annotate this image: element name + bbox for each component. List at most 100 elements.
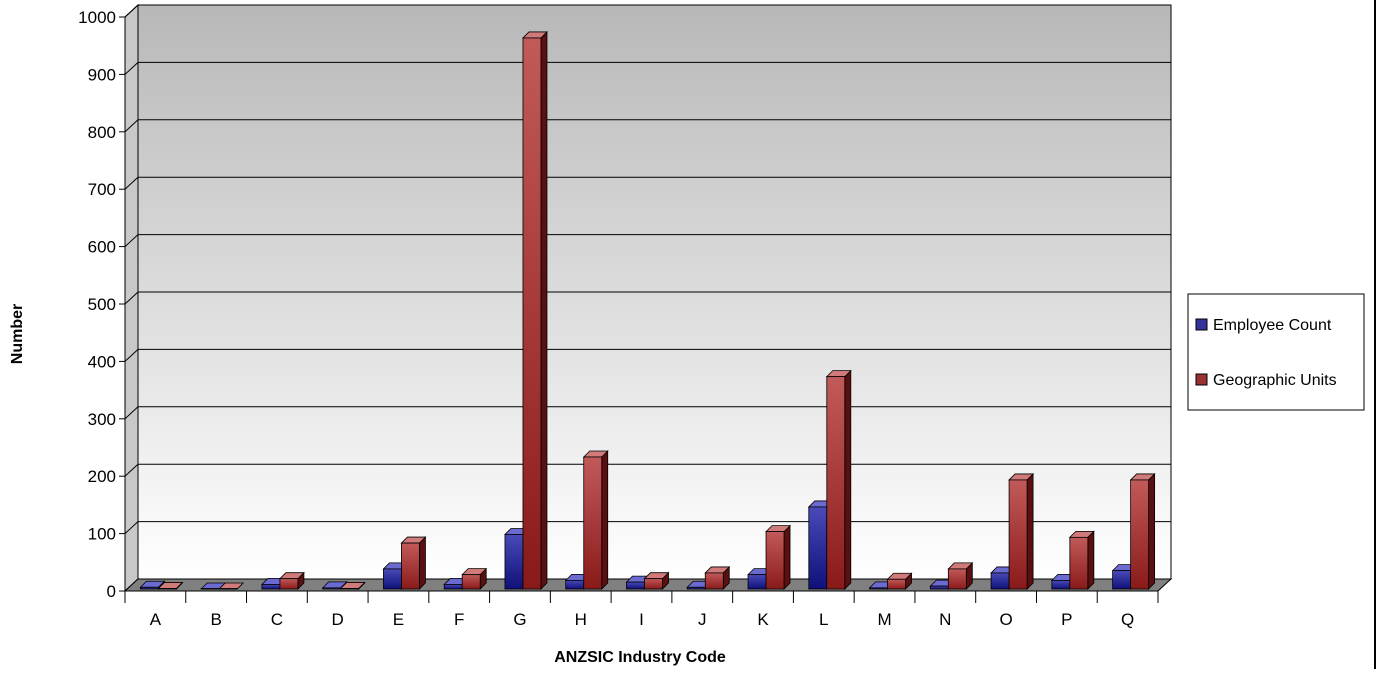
bar-geographic-units-A bbox=[157, 581, 184, 590]
bar-geographic-units-K bbox=[765, 524, 791, 590]
y-tick-label: 300 bbox=[88, 410, 116, 429]
bar-front bbox=[686, 586, 706, 590]
bar-geographic-units-N bbox=[947, 561, 974, 590]
bar-front bbox=[461, 574, 481, 590]
gridline-side bbox=[124, 521, 139, 534]
bar-front bbox=[887, 578, 906, 590]
y-axis-title: Number bbox=[9, 304, 26, 364]
bar-side bbox=[783, 524, 791, 590]
legend-item-geographic-units: Geographic Units bbox=[1195, 372, 1337, 389]
bar-front bbox=[261, 584, 281, 590]
bar-front bbox=[401, 542, 420, 590]
bar-front bbox=[929, 585, 949, 590]
bar-front bbox=[322, 587, 342, 590]
bar-geographic-units-C bbox=[278, 571, 305, 590]
bar-front bbox=[747, 574, 767, 590]
x-tick-label-E: E bbox=[393, 610, 404, 629]
bar-front bbox=[279, 578, 299, 590]
legend-swatch bbox=[1195, 373, 1208, 386]
legend-item-employee-count: Employee Count bbox=[1195, 317, 1332, 334]
x-tick-label-B: B bbox=[210, 610, 221, 629]
bar-geographic-units-B bbox=[218, 582, 245, 590]
x-tick-label-F: F bbox=[454, 610, 464, 629]
bar-front bbox=[1008, 479, 1028, 590]
bar-front bbox=[869, 587, 888, 590]
bar-front bbox=[383, 568, 402, 590]
bar-geographic-units-Q bbox=[1129, 472, 1156, 590]
x-tick-label-N: N bbox=[939, 610, 951, 629]
gridline-side bbox=[124, 62, 139, 75]
bar-front bbox=[340, 588, 360, 590]
bar-side bbox=[540, 30, 548, 590]
bar-side bbox=[1087, 530, 1095, 590]
x-tick-label-K: K bbox=[757, 610, 769, 629]
bar-side bbox=[419, 536, 426, 590]
bar-front bbox=[826, 376, 846, 590]
y-tick-label: 400 bbox=[88, 352, 116, 371]
x-tick-label-J: J bbox=[698, 610, 707, 629]
legend-label: Geographic Units bbox=[1213, 372, 1337, 389]
bar-front bbox=[947, 568, 967, 590]
bar-front bbox=[1051, 579, 1071, 590]
gridline-side bbox=[124, 234, 139, 247]
gridline-side bbox=[124, 176, 139, 190]
x-tick-label-H: H bbox=[575, 610, 587, 629]
bar-front bbox=[1130, 479, 1150, 590]
y-tick-label: 1000 bbox=[78, 8, 116, 27]
y-tick-label: 800 bbox=[88, 123, 116, 142]
x-tick-label-C: C bbox=[271, 610, 283, 629]
legend-box bbox=[1187, 293, 1365, 411]
y-tick-label: 200 bbox=[88, 467, 116, 486]
x-tick-label-I: I bbox=[639, 610, 644, 629]
bar-front bbox=[990, 572, 1010, 590]
bar-geographic-units-L bbox=[825, 369, 852, 590]
x-tick-label-M: M bbox=[877, 610, 891, 629]
bar-geographic-units-J bbox=[704, 565, 731, 590]
bar-front bbox=[644, 578, 663, 590]
x-tick-label-Q: Q bbox=[1121, 610, 1134, 629]
bar-side bbox=[1026, 472, 1034, 590]
gridline-side bbox=[124, 349, 139, 362]
x-tick-label-P: P bbox=[1061, 610, 1072, 629]
y-tick-label: 500 bbox=[88, 295, 116, 314]
bar-front bbox=[218, 588, 238, 590]
bar-front bbox=[808, 506, 828, 590]
x-axis-title: ANZSIC Industry Code bbox=[554, 649, 726, 666]
y-tick-label: 900 bbox=[88, 65, 116, 84]
bar-front bbox=[157, 588, 177, 590]
y-tick-label: 600 bbox=[88, 238, 116, 257]
bar-front bbox=[522, 37, 542, 590]
bar-side bbox=[1148, 472, 1156, 590]
bar-front bbox=[704, 572, 724, 590]
gridline-side bbox=[124, 4, 139, 18]
bar-front bbox=[139, 586, 159, 590]
gridline-side bbox=[124, 406, 139, 420]
x-tick-label-G: G bbox=[513, 610, 526, 629]
bar-geographic-units-I bbox=[643, 571, 670, 590]
x-tick-label-D: D bbox=[332, 610, 344, 629]
bar-front bbox=[626, 581, 645, 590]
bar-geographic-units-M bbox=[886, 572, 913, 590]
y-tick-label: 0 bbox=[107, 582, 116, 601]
bar-front bbox=[583, 456, 603, 590]
x-tick-label-A: A bbox=[150, 610, 162, 629]
bar-geographic-units-O bbox=[1008, 472, 1035, 590]
legend-swatch bbox=[1195, 318, 1208, 331]
legend-label: Employee Count bbox=[1213, 317, 1332, 334]
bar-geographic-units-H bbox=[582, 450, 609, 590]
bar-front bbox=[1112, 570, 1132, 590]
bar-front bbox=[1069, 536, 1089, 590]
bar-front bbox=[200, 588, 220, 590]
gridline-side bbox=[124, 463, 139, 477]
bar-front bbox=[504, 534, 524, 590]
bar-geographic-units-F bbox=[461, 567, 488, 590]
bar-geographic-units-E bbox=[400, 536, 427, 590]
bar-geographic-units-G bbox=[522, 30, 548, 590]
frame-border bbox=[1374, 0, 1376, 669]
x-tick-label-O: O bbox=[999, 610, 1012, 629]
bar-geographic-units-P bbox=[1068, 530, 1095, 590]
gridline-side bbox=[124, 119, 139, 133]
bar-front bbox=[765, 531, 785, 590]
